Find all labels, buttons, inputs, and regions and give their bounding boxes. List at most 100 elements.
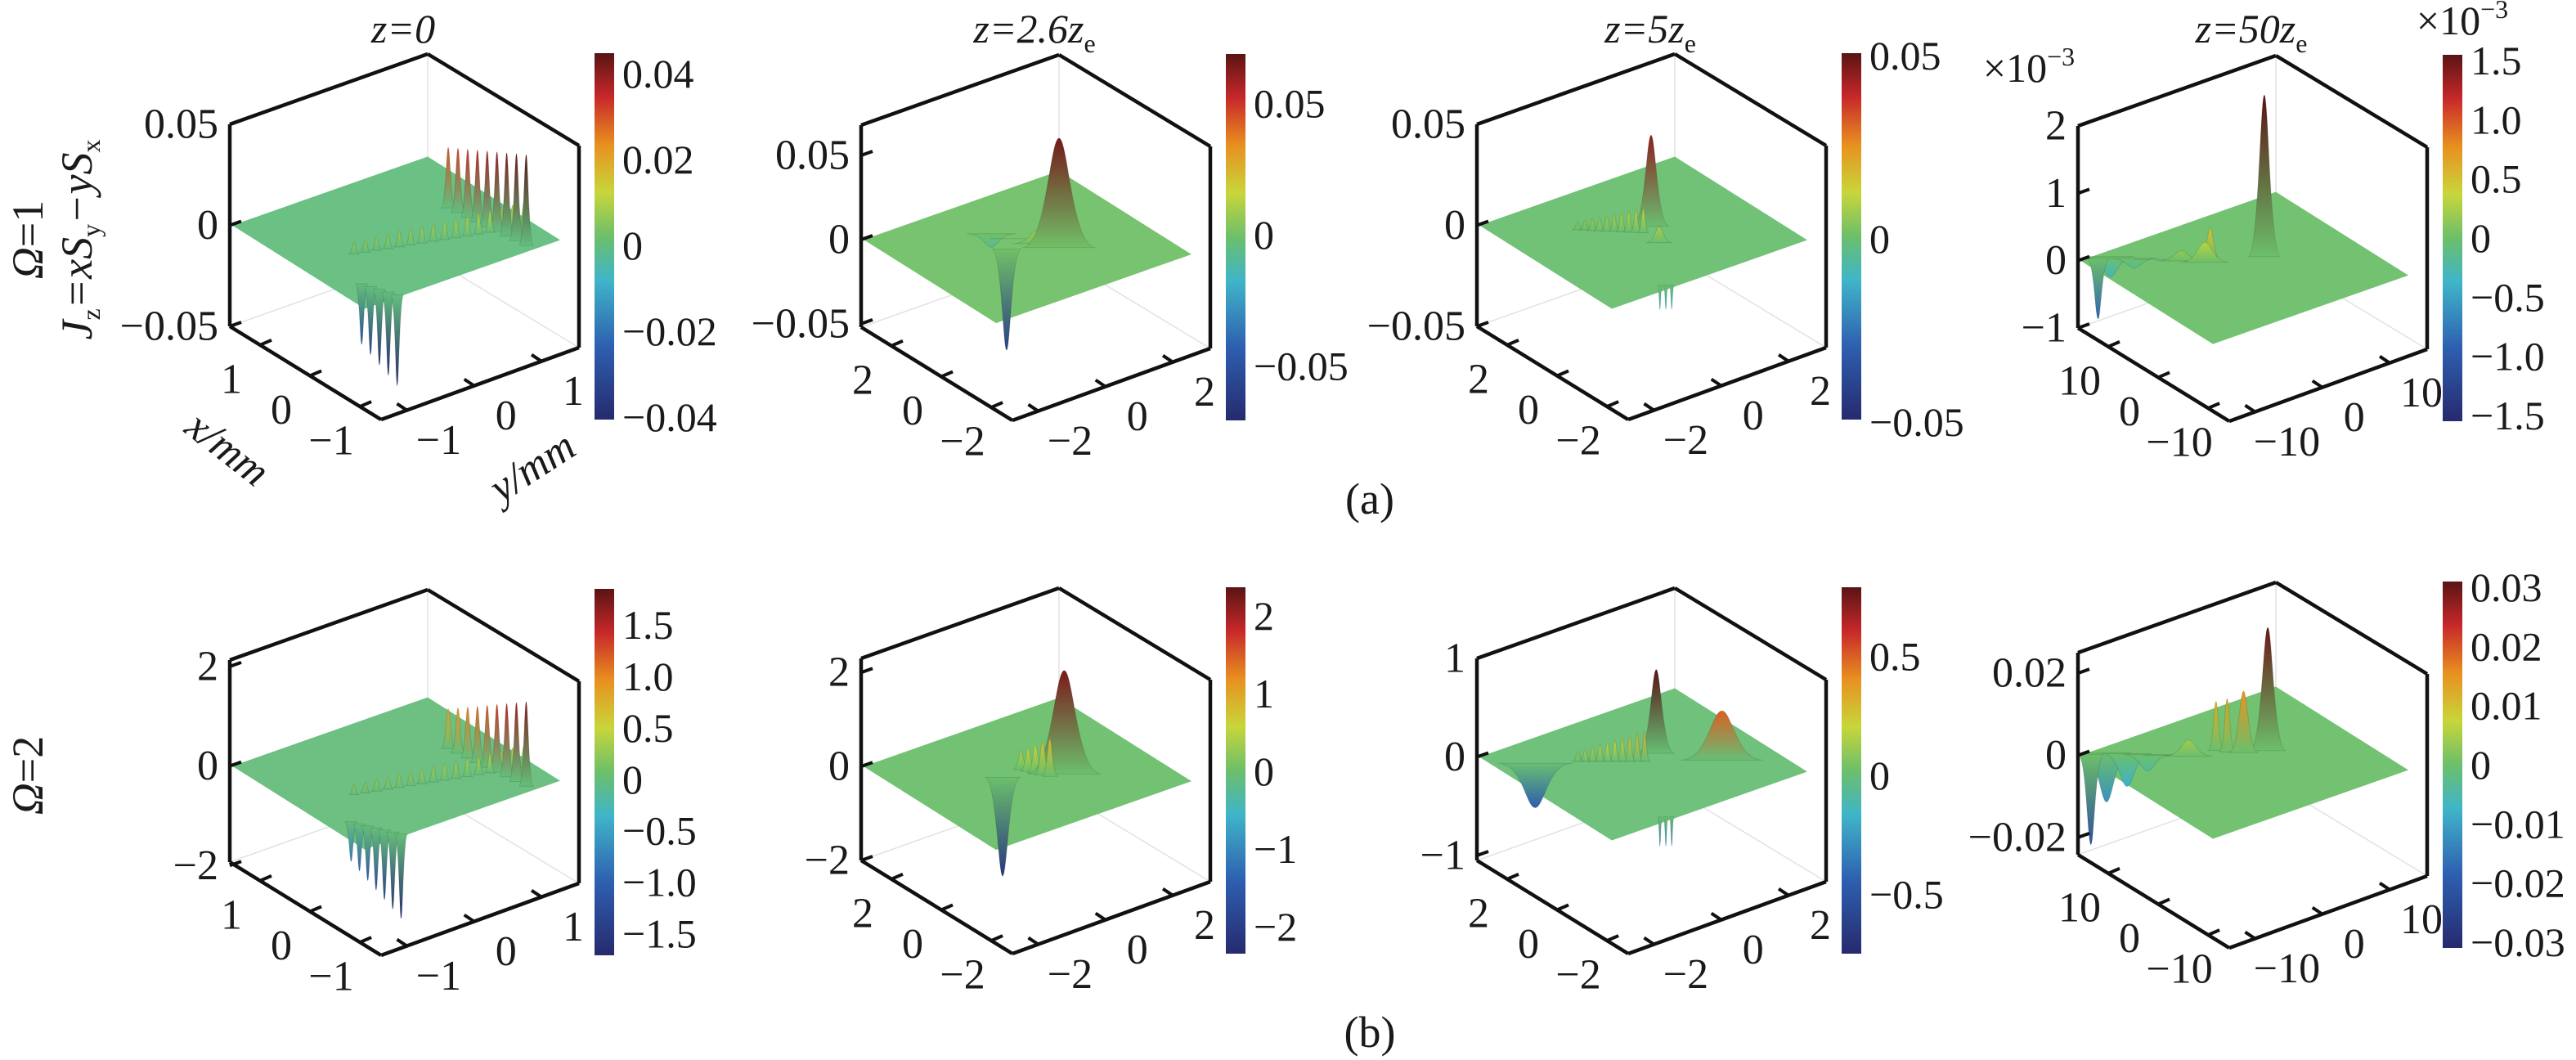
omega-value: =1 bbox=[3, 200, 52, 247]
axis-box-edge bbox=[1012, 346, 1211, 423]
y-tick-label: 2 bbox=[1810, 902, 1831, 949]
z-tick-mark bbox=[229, 860, 242, 868]
axis-box-edge bbox=[228, 860, 383, 957]
surface-peak bbox=[967, 233, 1016, 248]
row-label-quantity: Jz=xSy−ySx bbox=[52, 139, 105, 339]
y-tick-mark bbox=[2244, 930, 2256, 941]
surface-peak bbox=[1021, 137, 1097, 249]
surface-peak bbox=[427, 222, 440, 242]
surface-peak bbox=[415, 768, 429, 784]
surface-peak bbox=[489, 151, 505, 232]
surface-peak bbox=[2180, 241, 2230, 263]
surface-peak bbox=[469, 149, 486, 222]
x-axis-label: x/mm bbox=[176, 402, 278, 496]
surface-peak bbox=[1668, 285, 1675, 310]
surface-peak bbox=[1663, 285, 1669, 310]
x-tick-mark bbox=[1606, 400, 1619, 408]
axis-box-edge bbox=[380, 881, 580, 958]
surface-peak bbox=[472, 755, 485, 775]
axis-box-edge bbox=[228, 325, 383, 421]
y-tick-label: 2 bbox=[1194, 369, 1215, 415]
panel-title: z=2.6ze bbox=[972, 6, 1095, 58]
x-tick-label: −1 bbox=[308, 418, 353, 465]
z-tick-mark bbox=[1476, 321, 1489, 328]
x-tick-mark bbox=[2207, 928, 2220, 936]
colorbar-tick-label: −0.5 bbox=[2471, 274, 2545, 320]
surface-peak bbox=[472, 212, 485, 235]
colorbar bbox=[1226, 587, 1245, 954]
z-tick-label: −0.02 bbox=[1968, 814, 2067, 860]
zero-plane bbox=[2080, 686, 2408, 839]
x-tick-label: −2 bbox=[1555, 418, 1600, 465]
axis-box-edge bbox=[860, 586, 1060, 661]
axis-box-edge bbox=[229, 587, 429, 662]
axis-box-edge bbox=[2228, 347, 2428, 424]
panel-title: z=0 bbox=[370, 6, 435, 52]
colorbar-tick-label: 0 bbox=[622, 222, 643, 268]
y-tick-mark bbox=[2378, 355, 2391, 365]
axis-box-edge bbox=[2077, 53, 2277, 128]
x-tick-mark bbox=[359, 400, 372, 408]
colorbar-tick-label: 1.0 bbox=[622, 654, 674, 699]
surface-peak bbox=[1668, 816, 1675, 847]
surface-peak bbox=[1601, 742, 1613, 762]
x-tick-mark bbox=[990, 401, 1003, 409]
surface-peak bbox=[1638, 669, 1675, 754]
z-tick-mark bbox=[229, 661, 242, 668]
z-tick-mark bbox=[229, 321, 242, 328]
y-tick-mark bbox=[2311, 379, 2323, 389]
x-tick-label: 0 bbox=[2119, 915, 2140, 962]
y-tick-label: −2 bbox=[1048, 418, 1093, 465]
z-tick-mark bbox=[860, 667, 873, 675]
colorbar-tick-label: −0.05 bbox=[1254, 344, 1349, 389]
z-tick-label: 0 bbox=[828, 743, 850, 790]
surface-peak bbox=[991, 249, 1022, 351]
surface-peak bbox=[2123, 753, 2173, 772]
colorbar-tick-label: 1.0 bbox=[2471, 97, 2522, 142]
quantity-sub: z bbox=[76, 308, 105, 320]
z-tick-mark bbox=[1476, 219, 1489, 227]
colorbar-tick-label: 1 bbox=[1254, 671, 1274, 716]
x-tick-label: 2 bbox=[1468, 356, 1489, 402]
x-tick-mark bbox=[2107, 339, 2120, 348]
colorbar-tick-label: −0.5 bbox=[1869, 871, 1944, 917]
z-tick-mark bbox=[1476, 119, 1489, 126]
x-tick-label: 10 bbox=[2058, 357, 2101, 404]
surface-peak bbox=[1657, 816, 1663, 847]
axis-box-edge bbox=[229, 52, 429, 127]
surface-peak bbox=[382, 233, 394, 249]
z-tick-label: 1 bbox=[1444, 636, 1465, 682]
colorbar-tick-label: −1.5 bbox=[622, 911, 697, 957]
axis-box-edge bbox=[1627, 879, 1827, 956]
x-tick-label: 2 bbox=[1468, 890, 1489, 936]
x-tick-label: 0 bbox=[902, 388, 923, 434]
colorbar-tick-label: 2 bbox=[1254, 593, 1274, 639]
colorbar-tick-label: −0.02 bbox=[2471, 860, 2565, 906]
z-tick-label: −1 bbox=[1420, 832, 1465, 878]
colorbar-tick-label: 0.02 bbox=[2471, 623, 2542, 669]
y-tick-label: 0 bbox=[1127, 927, 1148, 973]
y-tick-label: −1 bbox=[416, 417, 461, 464]
x-tick-label: 0 bbox=[271, 387, 292, 433]
z-tick-label: 0.02 bbox=[1992, 650, 2067, 697]
panel-title: z=5ze bbox=[1604, 6, 1696, 58]
colorbar bbox=[2443, 582, 2462, 948]
colorbar-tick-label: 0 bbox=[1254, 748, 1274, 794]
z-tick-mark bbox=[860, 150, 873, 157]
x-tick-label: −1 bbox=[308, 954, 353, 1000]
y-tick-label: −10 bbox=[2254, 419, 2320, 465]
z-tick-label: 0 bbox=[828, 216, 850, 263]
z-tick-label: 0 bbox=[197, 202, 218, 249]
x-tick-label: 10 bbox=[2058, 884, 2101, 931]
z-tick-mark bbox=[1476, 850, 1489, 857]
z-tick-mark bbox=[2077, 120, 2090, 128]
surface-peak bbox=[2207, 700, 2225, 752]
x-tick-mark bbox=[2207, 402, 2220, 410]
colorbar-tick-label: 1.5 bbox=[2471, 38, 2522, 83]
surface-peak bbox=[1041, 738, 1059, 777]
